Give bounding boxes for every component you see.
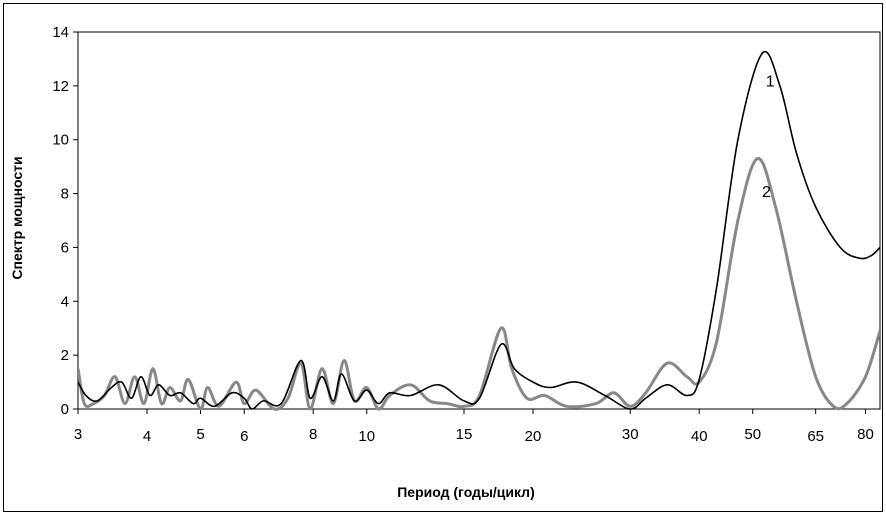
x-tick-label: 80 bbox=[857, 426, 874, 443]
x-tick-label: 5 bbox=[196, 426, 204, 443]
y-tick-label: 2 bbox=[61, 347, 69, 364]
x-tick-label: 15 bbox=[456, 426, 473, 443]
annotations: 12 bbox=[762, 73, 775, 200]
series-1-line bbox=[78, 50, 880, 410]
x-tick-label: 40 bbox=[691, 428, 708, 445]
series-layer bbox=[78, 50, 880, 411]
x-axis-title: Период (годы/цикл) bbox=[397, 484, 535, 500]
x-tick-label: 10 bbox=[358, 428, 375, 445]
series-2-line bbox=[78, 157, 880, 411]
x-axis: 3 4 5 6 8 10 15 20 30 40 50 65 80 bbox=[74, 409, 874, 445]
y-tick-label: 4 bbox=[61, 293, 69, 310]
y-tick-label: 14 bbox=[52, 24, 69, 41]
x-tick-label: 65 bbox=[807, 428, 824, 445]
x-tick-label: 30 bbox=[622, 426, 639, 443]
y-tick-label: 6 bbox=[61, 239, 69, 256]
y-axis: 0 2 4 6 8 10 12 14 bbox=[52, 24, 78, 418]
y-tick-label: 8 bbox=[61, 186, 69, 203]
x-tick-label: 3 bbox=[74, 426, 82, 443]
series-1-label: 1 bbox=[766, 73, 775, 90]
y-tick-label: 12 bbox=[52, 78, 69, 95]
y-axis-title: Спектр мощности bbox=[9, 156, 25, 279]
series-2-label: 2 bbox=[762, 184, 771, 201]
x-tick-label: 50 bbox=[744, 426, 761, 443]
x-tick-label: 8 bbox=[309, 426, 317, 443]
plot-area bbox=[77, 31, 881, 410]
plot-border bbox=[77, 31, 881, 410]
x-tick-label: 4 bbox=[143, 428, 151, 445]
y-tick-label: 0 bbox=[61, 401, 69, 418]
x-tick-label: 6 bbox=[240, 428, 248, 445]
y-tick-label: 10 bbox=[52, 132, 69, 149]
chart-frame bbox=[3, 3, 883, 512]
x-tick-label: 20 bbox=[525, 428, 542, 445]
